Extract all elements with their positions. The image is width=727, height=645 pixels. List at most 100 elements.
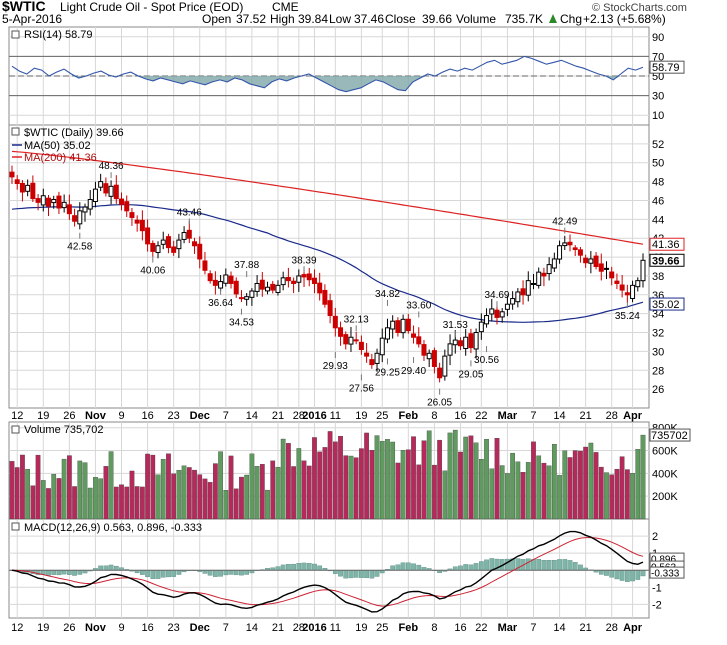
candle-body (322, 289, 328, 305)
price-annotation: 27.56 (349, 383, 374, 394)
candle-body (557, 245, 563, 260)
macd-histogram-bar (390, 565, 396, 571)
volume-bar (155, 474, 161, 520)
candle-body (301, 274, 307, 278)
volume-bar (385, 439, 390, 520)
candle-body (530, 282, 536, 285)
macd-histogram-bar (77, 570, 83, 575)
volume-bar (140, 486, 145, 520)
macd-histogram-bar (176, 570, 182, 575)
volume-bar (291, 466, 296, 520)
candle-body (19, 182, 25, 193)
candle-body (598, 263, 604, 272)
x-tick-label: 28 (606, 410, 618, 422)
macd-histogram-bar (400, 562, 406, 571)
up-arrow-icon (549, 14, 557, 23)
volume-bar (275, 466, 281, 520)
candle-body (546, 264, 552, 275)
candle-body (77, 210, 83, 225)
volume-bar (171, 473, 177, 520)
macd-histogram-bar (416, 564, 422, 571)
price-annotation: 29.25 (375, 367, 400, 378)
x-tick-label: 25 (376, 410, 388, 422)
price-annotation: 40.06 (140, 266, 165, 277)
volume-bar (640, 434, 646, 520)
candle-body (630, 284, 636, 299)
rsi-legend-text: RSI(14) 58.79 (24, 29, 92, 41)
chg-label: Chg (560, 12, 582, 26)
candle-body (494, 309, 500, 318)
price-annotation: 29.40 (401, 366, 426, 377)
candle-body (520, 288, 526, 296)
macd-histogram-bar (286, 564, 291, 571)
candle-body (87, 199, 93, 210)
volume-bar (192, 469, 197, 520)
macd-legend-text: MACD(12,26,9) 0.563, 0.896, -0.333 (24, 522, 202, 534)
macd-histogram-bar (171, 570, 177, 577)
candle-body (233, 280, 239, 295)
candle-body (212, 279, 218, 286)
macd-histogram-bar (301, 562, 307, 571)
price-tick-label: 38 (652, 271, 664, 283)
price-annotation: 48.36 (99, 161, 124, 172)
macd-histogram-bar (411, 563, 416, 571)
candle-body (66, 204, 72, 215)
volume-bar (56, 478, 62, 520)
volume-bar (72, 486, 77, 520)
x-tick-label: 21 (580, 410, 592, 422)
volume-bar (134, 486, 140, 520)
volume-bar (510, 452, 515, 520)
x-tick-label: 23 (168, 410, 180, 422)
candle-body (317, 282, 323, 294)
volume-bar (567, 457, 573, 520)
macd-histogram-bar (578, 564, 583, 571)
candle-body (348, 336, 354, 345)
candle-body (202, 260, 208, 271)
macd-histogram-bar (56, 570, 62, 576)
low-value: 37.46 (354, 12, 384, 26)
x-tick-label-bottom: 16 (141, 622, 153, 634)
x-tick-label-bottom: Nov (85, 622, 107, 634)
candle-body (416, 336, 422, 345)
candle-body (515, 291, 521, 303)
volume-bar (499, 465, 505, 520)
volume-bar (160, 459, 166, 520)
candle-body (197, 243, 203, 260)
volume-bar (447, 432, 453, 520)
volume-bar (421, 440, 427, 520)
ma50-current-tag (649, 297, 685, 311)
price-annotation: 37.88 (234, 260, 259, 271)
macd-histogram-bar (541, 560, 547, 571)
volume-bar (332, 441, 338, 520)
ma50-current-tag-text: 35.02 (652, 299, 680, 311)
x-tick-label-bottom: 19 (37, 622, 49, 634)
candle-body (411, 333, 417, 338)
macd-signal-tag-text: 0.896 (651, 555, 676, 566)
macd-histogram-bar (609, 570, 615, 578)
candle-body (14, 179, 20, 184)
macd-hist-tag-text: -0.333 (651, 569, 680, 580)
x-tick-label: Mar (498, 410, 518, 422)
candle-body (51, 199, 57, 204)
candle-body (244, 296, 250, 300)
volume-bar (25, 468, 30, 520)
x-tick-label: 9 (118, 410, 124, 422)
volume-bar (254, 466, 260, 520)
candle-body (145, 227, 151, 245)
macd-histogram-bar (67, 570, 72, 575)
volume-bar (374, 435, 380, 520)
candle-body (338, 327, 344, 337)
macd-histogram-bar (458, 565, 463, 571)
price-annotation: 26.05 (427, 398, 452, 409)
volume-bar (343, 455, 349, 520)
macd-histogram-bar (505, 558, 510, 571)
candle-body (186, 229, 192, 239)
price-annotation: 43.46 (177, 207, 202, 218)
volume-bar (98, 478, 104, 520)
volume-legend-box (11, 425, 20, 434)
candle-body (405, 318, 411, 332)
candle-body (72, 215, 78, 222)
macd-histogram-bar (395, 564, 401, 571)
volume-bar (395, 462, 401, 520)
candle-body (457, 340, 463, 347)
